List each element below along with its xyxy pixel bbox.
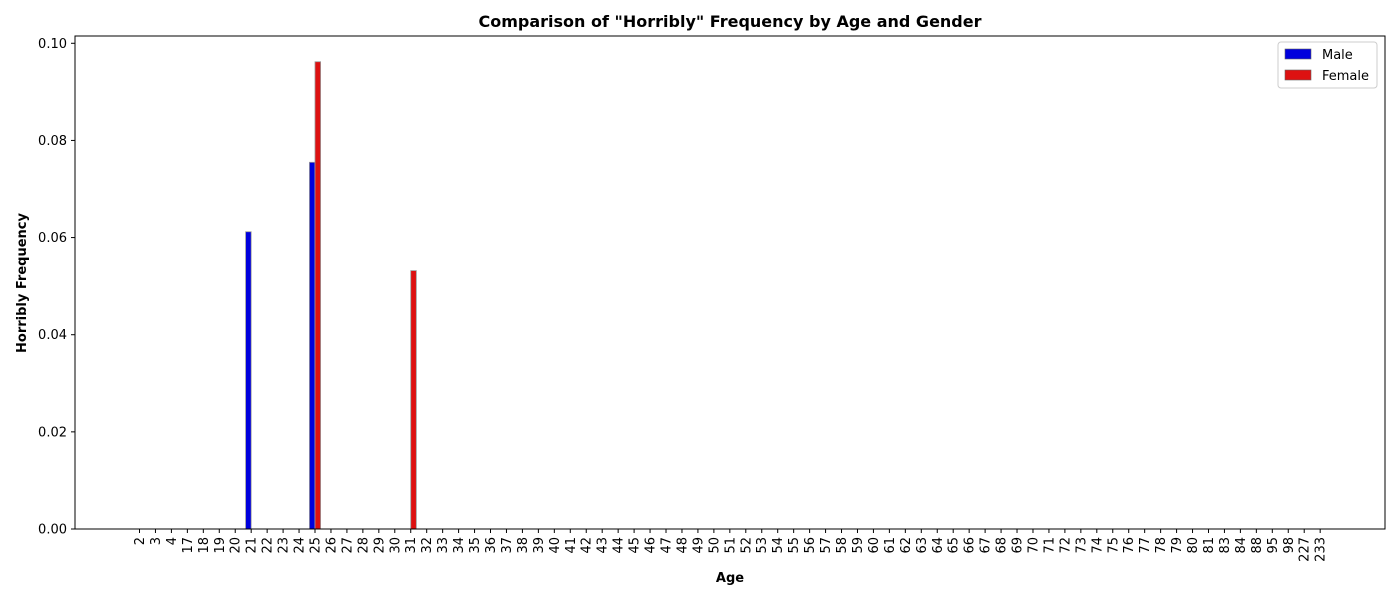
x-tick-label: 84 [1234,537,1249,554]
y-axis-title: Horribly Frequency [15,213,30,353]
x-tick-label: 227 [1298,537,1313,562]
x-tick-label: 78 [1154,537,1169,554]
x-tick-label: 68 [995,537,1010,554]
x-tick-label: 233 [1314,537,1329,562]
x-tick-label: 35 [468,537,483,554]
legend-swatch-female [1284,69,1312,81]
x-tick-label: 27 [340,537,355,554]
x-tick-label: 31 [404,537,419,554]
chart-title: Comparison of "Horribly" Frequency by Ag… [479,12,982,31]
bar-male-age-21 [245,231,252,530]
x-tick-label: 88 [1250,537,1265,554]
x-tick-label: 20 [229,537,244,554]
x-tick-label: 42 [580,537,595,554]
x-tick-label: 22 [261,537,276,554]
legend: Male Female [1277,41,1378,89]
x-tick-label: 33 [436,537,451,554]
legend-swatch-male [1284,48,1312,60]
x-tick-label: 34 [452,537,467,554]
x-tick-label: 60 [867,537,882,554]
y-tick-label: 0.08 [38,134,67,149]
x-tick-label: 63 [915,537,930,554]
x-tick-label: 98 [1282,537,1297,554]
x-tick-label: 50 [707,537,722,554]
x-tick-label: 73 [1074,537,1089,554]
x-tick-label: 36 [484,537,499,554]
x-tick-label: 53 [755,537,770,554]
legend-label-female: Female [1322,69,1369,84]
x-tick-label: 46 [644,537,659,554]
y-tick-label: 0.00 [38,523,67,538]
x-tick-label: 47 [660,537,675,554]
x-tick-label: 49 [691,537,706,554]
x-tick-label: 80 [1186,537,1201,554]
legend-label-male: Male [1322,48,1353,63]
x-tick-label: 79 [1170,537,1185,554]
x-tick-label: 65 [947,537,962,554]
y-tick-label: 0.02 [38,425,67,440]
x-tick-label: 75 [1106,537,1121,554]
x-tick-label: 61 [883,537,898,554]
x-tick-label: 83 [1218,537,1233,554]
x-axis-title: Age [716,571,744,586]
x-tick-label: 70 [1026,537,1041,554]
x-tick-label: 76 [1122,537,1137,554]
x-tick-label: 32 [420,537,435,554]
x-tick-label: 54 [771,537,786,554]
x-tick-label: 44 [612,537,627,554]
x-tick-label: 51 [723,537,738,554]
x-tick-label: 29 [372,537,387,554]
x-tick-label: 62 [899,537,914,554]
x-tick-label: 81 [1202,537,1217,554]
x-tick-label: 69 [1011,537,1026,554]
x-tick-label: 4 [165,537,180,545]
x-tick-label: 26 [324,537,339,554]
x-tick-label: 24 [293,537,308,554]
x-tick-label: 57 [819,537,834,554]
x-axis: 2 3 4 17 18 19 20 21 22 23 24 25 26 27 28 29 30 31 32 33 34 3… [133,529,1329,562]
x-tick-label: 71 [1042,537,1057,554]
x-tick-label: 38 [516,537,531,554]
x-tick-label: 56 [803,537,818,554]
x-tick-label: 25 [309,537,324,554]
y-axis: 0.00 0.02 0.04 0.06 0.08 0.10 [38,37,75,538]
bar-female-age-31 [410,270,417,530]
x-tick-label: 30 [388,537,403,554]
x-tick-label: 45 [628,537,643,554]
x-tick-label: 41 [564,537,579,554]
x-tick-label: 43 [596,537,611,554]
x-tick-label: 17 [181,537,196,554]
bar-male-age-25 [308,161,316,530]
x-tick-label: 64 [931,537,946,554]
x-tick-label: 2 [133,537,148,545]
y-tick-label: 0.10 [38,37,67,52]
x-tick-label: 21 [245,537,260,554]
x-tick-label: 67 [979,537,994,554]
x-tick-label: 58 [835,537,850,554]
x-tick-label: 19 [213,537,228,554]
x-tick-label: 59 [851,537,866,554]
x-tick-label: 39 [532,537,547,554]
x-tick-label: 95 [1266,537,1281,554]
x-tick-label: 72 [1058,537,1073,554]
x-tick-label: 66 [963,537,978,554]
x-tick-label: 23 [277,537,292,554]
plot-frame [74,35,1386,530]
x-tick-label: 48 [675,537,690,554]
y-tick-label: 0.04 [38,328,67,343]
x-tick-label: 3 [149,537,164,545]
x-tick-label: 28 [356,537,371,554]
x-tick-label: 52 [739,537,754,554]
x-tick-label: 55 [787,537,802,554]
y-tick-label: 0.06 [38,231,67,246]
bars-layer [245,61,417,530]
x-tick-label: 37 [500,537,515,554]
x-tick-label: 77 [1138,537,1153,554]
x-tick-label: 40 [548,537,563,554]
x-tick-label: 18 [197,537,212,554]
bar-female-age-25 [314,61,321,530]
x-tick-label: 74 [1090,537,1105,554]
